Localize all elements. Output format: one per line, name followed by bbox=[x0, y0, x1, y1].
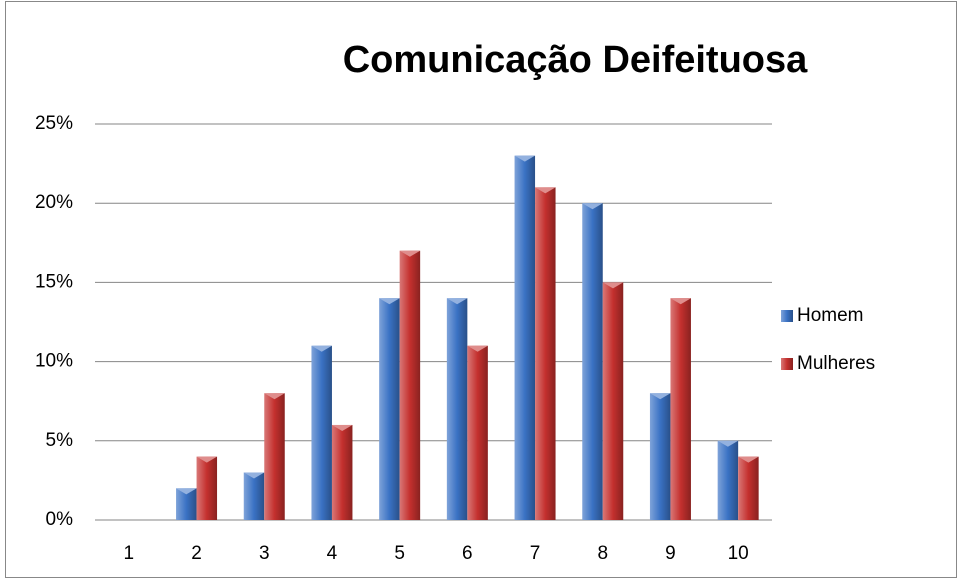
bar bbox=[399, 250, 421, 520]
x-tick-label: 5 bbox=[394, 543, 405, 564]
legend-swatch bbox=[781, 310, 793, 322]
bar-bevel bbox=[467, 345, 488, 352]
bar bbox=[331, 424, 353, 520]
bar bbox=[535, 187, 556, 521]
bar bbox=[311, 345, 332, 520]
y-tick-label: 20% bbox=[35, 192, 73, 213]
bar bbox=[264, 393, 285, 520]
bar-bevel bbox=[264, 393, 285, 400]
bar-bevel bbox=[582, 203, 603, 210]
x-tick-label: 2 bbox=[191, 543, 202, 564]
bar-bevel bbox=[311, 345, 332, 352]
bar bbox=[649, 393, 671, 520]
bar-bevel bbox=[399, 250, 421, 257]
y-tick-label: 0% bbox=[46, 509, 74, 530]
bar bbox=[446, 298, 468, 520]
bar-bevel bbox=[514, 155, 536, 162]
bar-bevel bbox=[176, 488, 197, 495]
bar bbox=[379, 298, 400, 520]
x-tick-label: 10 bbox=[728, 543, 749, 564]
bar bbox=[467, 345, 488, 520]
bar-bevel bbox=[670, 298, 691, 305]
bar bbox=[738, 456, 759, 520]
legend-label: Mulheres bbox=[797, 353, 875, 374]
bar-bevel bbox=[331, 424, 353, 431]
bar-bevel bbox=[717, 440, 739, 447]
bar-bevel bbox=[379, 298, 400, 305]
legend-swatch bbox=[781, 358, 793, 370]
bar bbox=[243, 472, 265, 520]
bar bbox=[582, 203, 603, 520]
bar bbox=[176, 488, 197, 520]
bar bbox=[196, 456, 218, 520]
x-tick-label: 9 bbox=[665, 543, 676, 564]
x-tick-label: 7 bbox=[530, 543, 541, 564]
bar-bevel bbox=[602, 282, 624, 289]
x-tick-label: 8 bbox=[597, 543, 608, 564]
bar bbox=[670, 298, 691, 520]
legend-label: Homem bbox=[797, 305, 864, 326]
bar bbox=[602, 282, 624, 520]
bar-bevel bbox=[243, 472, 265, 479]
bar-bevel bbox=[649, 393, 671, 400]
bar-bevel bbox=[446, 298, 468, 305]
y-tick-label: 25% bbox=[35, 113, 73, 134]
bar-bevel bbox=[738, 456, 759, 463]
bar bbox=[717, 440, 739, 520]
x-tick-label: 3 bbox=[259, 543, 270, 564]
y-tick-label: 5% bbox=[46, 430, 74, 451]
bar-bevel bbox=[535, 187, 556, 194]
bar-bevel bbox=[196, 456, 218, 463]
x-tick-label: 1 bbox=[124, 543, 135, 564]
x-tick-label: 6 bbox=[462, 543, 473, 564]
bar bbox=[514, 155, 536, 520]
chart-title: Comunicação Deifeituosa bbox=[343, 39, 808, 81]
x-tick-label: 4 bbox=[327, 543, 338, 564]
y-tick-label: 15% bbox=[35, 271, 73, 292]
y-tick-label: 10% bbox=[35, 351, 73, 372]
